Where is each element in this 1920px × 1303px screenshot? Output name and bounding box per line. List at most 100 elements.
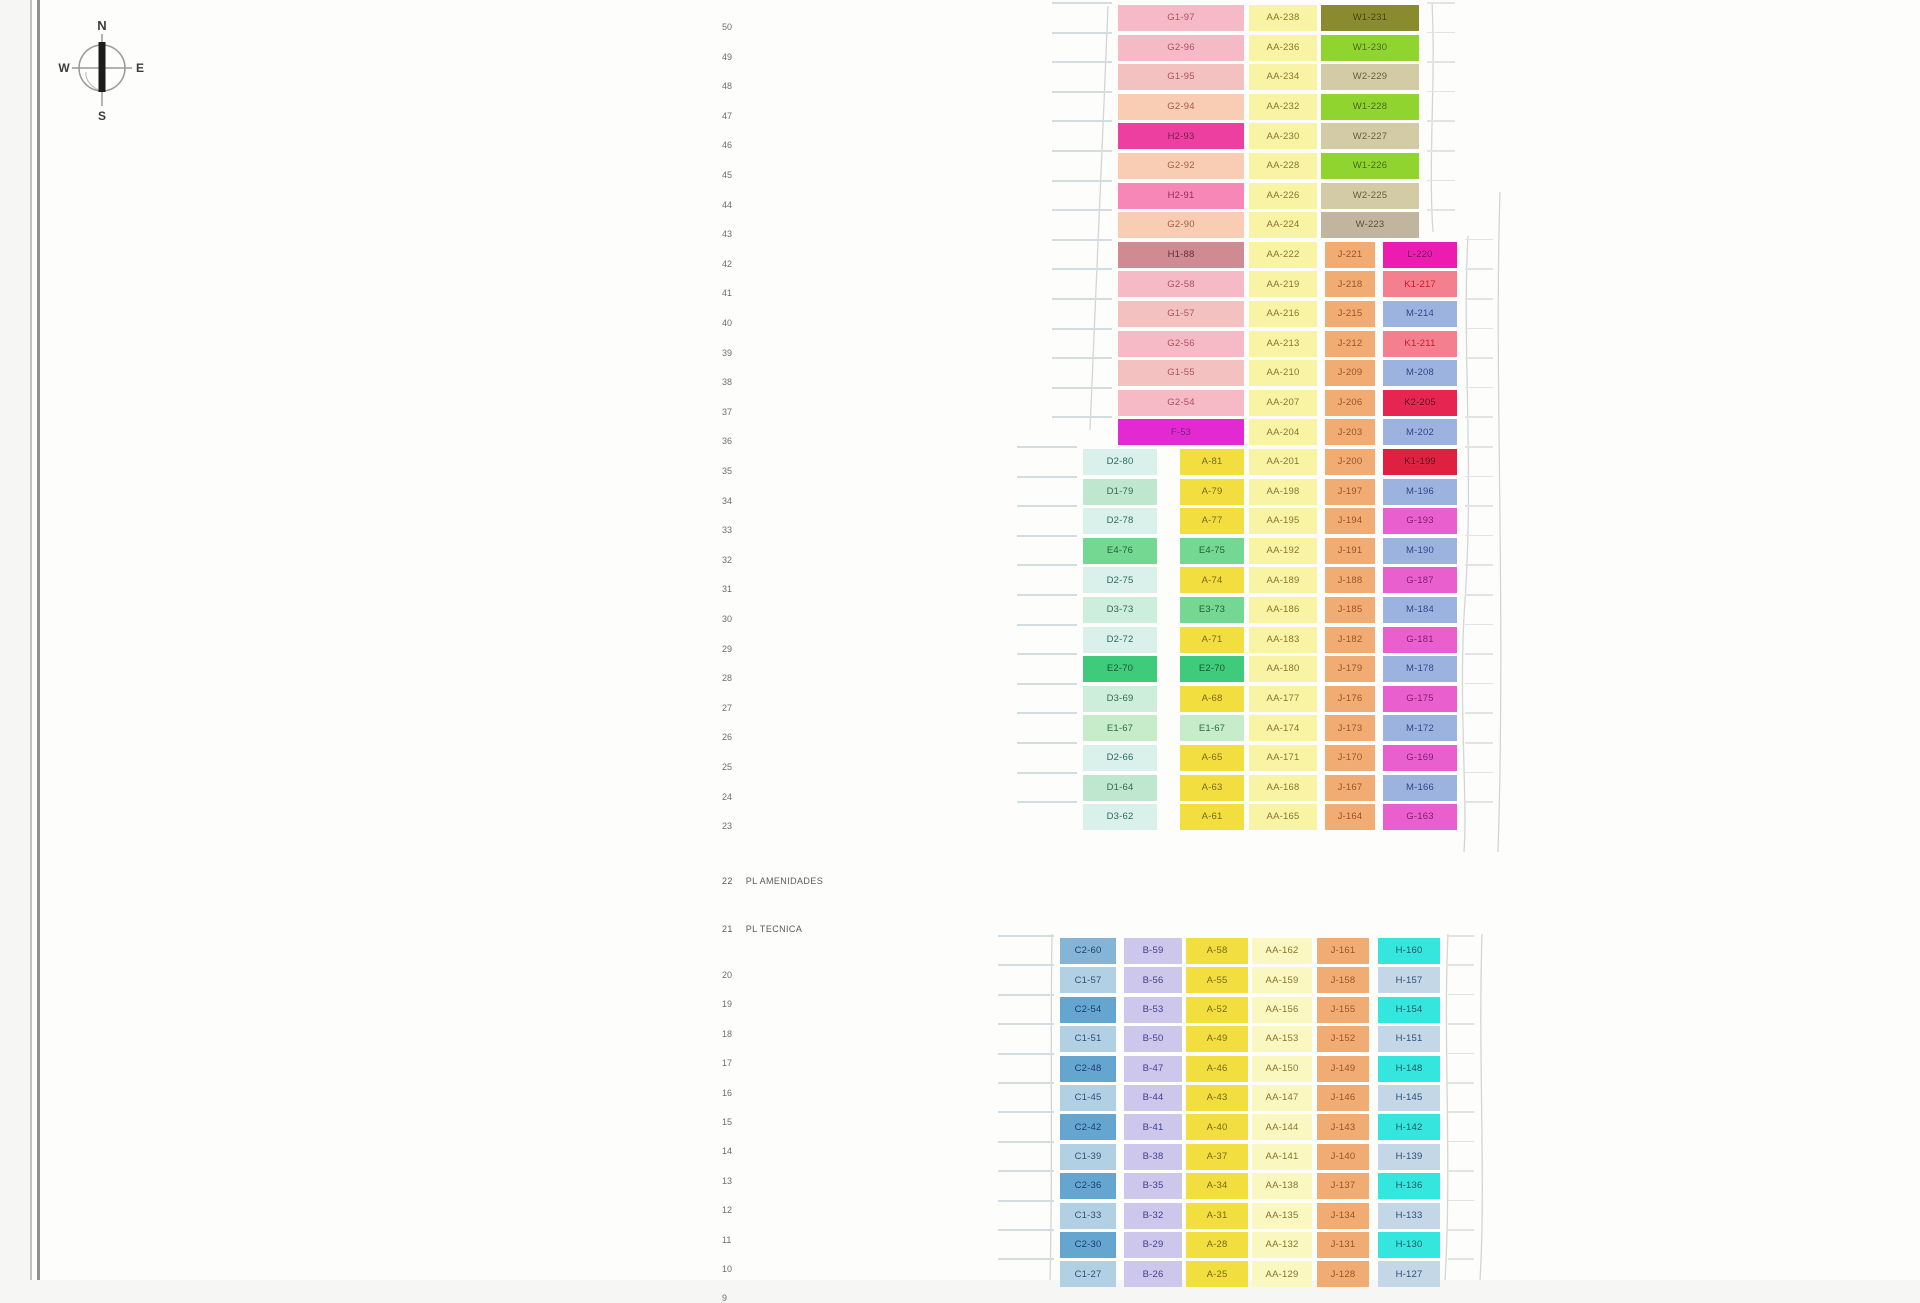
- unit-cell: H-142: [1378, 1114, 1440, 1141]
- unit-cell: H2-91: [1118, 182, 1244, 209]
- unit-cell: D1-79: [1083, 478, 1157, 505]
- unit-cell: H2-93: [1118, 123, 1244, 150]
- unit-cell: W2-225: [1321, 182, 1419, 209]
- gap-floor-text: PL AMENIDADES: [745, 876, 824, 886]
- unit-cell: AA-186: [1249, 597, 1317, 623]
- unit-cell: B-38: [1124, 1143, 1182, 1170]
- slab-tick: [1465, 357, 1493, 359]
- unit-cell: C2-30: [1060, 1232, 1116, 1258]
- floor-number: 18: [722, 1028, 733, 1039]
- unit-cell: G2-96: [1118, 34, 1244, 61]
- unit-cell: C1-51: [1060, 1026, 1116, 1053]
- slab-tick: [1017, 682, 1077, 685]
- floor-number: 41: [722, 288, 733, 299]
- floor-number: 46: [722, 140, 733, 151]
- unit-cell: E3-73: [1180, 597, 1244, 623]
- unit-cell: E1-67: [1083, 715, 1157, 742]
- slab-tick: [1427, 90, 1455, 93]
- slab-tick: [1052, 238, 1112, 241]
- slab-tick: [1052, 327, 1112, 330]
- compass-rose: N W E S: [52, 10, 152, 130]
- slab-tick: [1465, 742, 1493, 744]
- unit-cell: H-151: [1378, 1026, 1440, 1053]
- unit-cell: J-179: [1325, 656, 1375, 683]
- unit-cell: B-56: [1124, 967, 1182, 994]
- unit-cell: D2-66: [1083, 745, 1157, 771]
- floor-number: 49: [722, 51, 733, 62]
- unit-cell: AA-228: [1249, 153, 1317, 179]
- unit-cell: G-187: [1383, 567, 1457, 594]
- unit-cell: E4-75: [1180, 537, 1244, 564]
- unit-cell: J-218: [1325, 271, 1375, 298]
- unit-cell: AA-201: [1249, 449, 1317, 475]
- unit-cell: G1-57: [1118, 301, 1244, 327]
- compass-south-label: S: [98, 109, 106, 123]
- compass-north-label: N: [97, 18, 106, 33]
- unit-cell: AA-168: [1249, 774, 1317, 801]
- slab-tick: [1052, 31, 1112, 34]
- unit-cell: J-152: [1317, 1026, 1369, 1053]
- unit-cell: AA-224: [1249, 212, 1317, 239]
- unit-cell: W1-230: [1321, 34, 1419, 61]
- slab-tick: [1052, 416, 1112, 419]
- unit-cell: B-53: [1124, 996, 1182, 1023]
- unit-cell: C1-39: [1060, 1143, 1116, 1170]
- unit-cell: AA-234: [1249, 64, 1317, 91]
- unit-cell: A-77: [1180, 508, 1244, 535]
- unit-cell: AA-183: [1249, 626, 1317, 653]
- slab-tick: [1427, 31, 1455, 34]
- unit-cell: G2-90: [1118, 212, 1244, 239]
- slab-tick: [1052, 179, 1112, 182]
- slab-tick: [1017, 564, 1077, 567]
- slab-tick: [1465, 505, 1493, 507]
- unit-cell: AA-129: [1252, 1261, 1312, 1288]
- unit-cell: J-146: [1317, 1085, 1369, 1111]
- slab-tick: [1052, 2, 1112, 4]
- unit-cell: AA-138: [1252, 1173, 1312, 1200]
- floor-number: 11: [722, 1234, 732, 1245]
- unit-cell: M-178: [1383, 656, 1457, 683]
- slab-tick: [1448, 1170, 1474, 1172]
- unit-cell: H-136: [1378, 1173, 1440, 1200]
- unit-cell: C2-54: [1060, 996, 1116, 1023]
- unit-cell: D3-69: [1083, 685, 1157, 712]
- unit-cell: J-134: [1317, 1202, 1369, 1229]
- unit-cell: AA-156: [1252, 996, 1312, 1023]
- unit-cell: AA-192: [1249, 537, 1317, 564]
- unit-cell: A-31: [1186, 1202, 1248, 1229]
- slab-tick: [1017, 505, 1077, 508]
- unit-cell: D2-78: [1083, 508, 1157, 535]
- slab-tick: [1427, 179, 1455, 182]
- unit-cell: D1-64: [1083, 774, 1157, 801]
- slab-tick: [1052, 357, 1112, 360]
- floor-number: 28: [722, 673, 733, 684]
- unit-cell: J-164: [1325, 804, 1375, 831]
- unit-cell: W2-229: [1321, 64, 1419, 91]
- slab-tick: [1017, 742, 1077, 744]
- slab-tick: [1448, 1111, 1474, 1113]
- slab-tick: [998, 1258, 1054, 1261]
- unit-cell: M-190: [1383, 537, 1457, 564]
- unit-cell: AA-222: [1249, 241, 1317, 268]
- floor-number: 24: [722, 791, 733, 802]
- unit-cell: A-28: [1186, 1232, 1248, 1258]
- unit-cell: AA-189: [1249, 567, 1317, 594]
- unit-cell: J-182: [1325, 626, 1375, 653]
- unit-cell: W2-227: [1321, 123, 1419, 150]
- floor-number: 36: [722, 436, 733, 447]
- unit-cell: B-47: [1124, 1055, 1182, 1082]
- unit-cell: J-197: [1325, 478, 1375, 505]
- floor-number: 26: [722, 732, 733, 743]
- slab-tick: [1465, 564, 1493, 566]
- unit-cell: H-130: [1378, 1232, 1440, 1258]
- unit-cell: J-158: [1317, 967, 1369, 994]
- floor-number: 45: [722, 170, 733, 180]
- unit-cell: B-59: [1124, 938, 1182, 964]
- unit-cell: M-214: [1383, 301, 1457, 327]
- unit-cell: G-169: [1383, 745, 1457, 771]
- unit-cell: A-79: [1180, 478, 1244, 505]
- unit-cell: J-209: [1325, 360, 1375, 387]
- unit-cell: G-175: [1383, 685, 1457, 712]
- floor-number: 9: [722, 1293, 728, 1303]
